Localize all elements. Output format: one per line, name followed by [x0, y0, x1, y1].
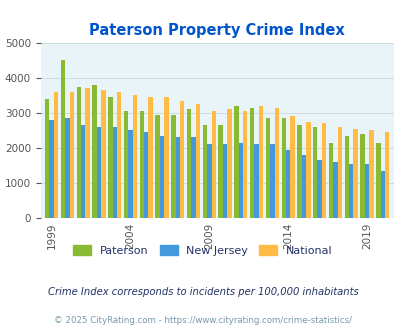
Bar [360, 134, 364, 218]
Bar [384, 132, 388, 218]
Bar [144, 132, 148, 218]
Bar [207, 144, 211, 218]
Bar [61, 60, 65, 218]
Bar [195, 104, 200, 218]
Bar [270, 144, 274, 218]
Bar [211, 111, 215, 218]
Bar [238, 143, 243, 218]
Bar [69, 92, 74, 218]
Bar [328, 143, 333, 218]
Title: Paterson Property Crime Index: Paterson Property Crime Index [89, 22, 344, 38]
Bar [164, 97, 168, 218]
Bar [337, 127, 341, 218]
Bar [344, 136, 348, 218]
Bar [101, 90, 105, 218]
Bar [243, 111, 247, 218]
Bar [368, 130, 373, 218]
Bar [234, 106, 238, 218]
Bar [160, 136, 164, 218]
Bar [285, 149, 290, 218]
Text: © 2025 CityRating.com - https://www.cityrating.com/crime-statistics/: © 2025 CityRating.com - https://www.city… [54, 316, 351, 325]
Bar [254, 144, 258, 218]
Bar [265, 118, 270, 218]
Bar [65, 118, 69, 218]
Bar [171, 115, 175, 218]
Bar [218, 125, 222, 218]
Bar [258, 106, 262, 218]
Bar [296, 125, 301, 218]
Bar [364, 164, 368, 218]
Bar [139, 111, 144, 218]
Bar [45, 99, 49, 218]
Bar [128, 130, 132, 218]
Bar [222, 144, 227, 218]
Bar [85, 88, 90, 218]
Text: Crime Index corresponds to incidents per 100,000 inhabitants: Crime Index corresponds to incidents per… [47, 287, 358, 297]
Bar [117, 92, 121, 218]
Bar [155, 115, 160, 218]
Bar [348, 164, 353, 218]
Bar [81, 125, 85, 218]
Bar [353, 129, 357, 218]
Bar [124, 111, 128, 218]
Bar [54, 92, 58, 218]
Bar [379, 171, 384, 218]
Bar [274, 108, 278, 218]
Bar [179, 101, 184, 218]
Bar [202, 125, 207, 218]
Bar [132, 95, 137, 218]
Bar [49, 120, 54, 218]
Bar [290, 116, 294, 218]
Bar [333, 162, 337, 218]
Bar [249, 108, 254, 218]
Bar [175, 137, 179, 218]
Bar [227, 109, 231, 218]
Bar [186, 109, 191, 218]
Bar [312, 127, 317, 218]
Bar [96, 127, 101, 218]
Bar [375, 143, 379, 218]
Bar [305, 121, 310, 218]
Bar [281, 118, 285, 218]
Bar [108, 97, 112, 218]
Bar [301, 155, 305, 218]
Legend: Paterson, New Jersey, National: Paterson, New Jersey, National [69, 241, 336, 260]
Bar [148, 97, 153, 218]
Bar [317, 160, 321, 218]
Bar [77, 86, 81, 218]
Bar [112, 127, 117, 218]
Bar [92, 85, 96, 218]
Bar [191, 137, 195, 218]
Bar [321, 123, 326, 218]
